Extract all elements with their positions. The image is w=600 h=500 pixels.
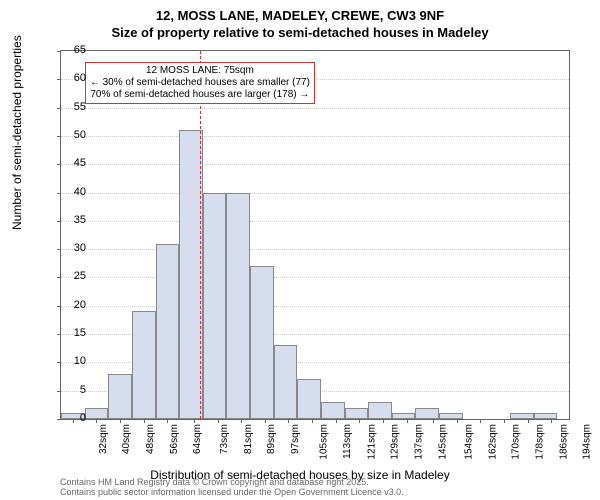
gridline (61, 136, 569, 138)
x-tick-label: 145sqm (437, 424, 448, 460)
y-tick-label: 10 (56, 355, 86, 367)
x-tick-label: 56sqm (169, 424, 180, 454)
x-tick-mark (265, 419, 266, 423)
x-tick-label: 81sqm (243, 424, 254, 454)
y-tick-label: 30 (56, 242, 86, 254)
histogram-bar (108, 374, 132, 419)
annotation-line3: 70% of semi-detached houses are larger (… (90, 89, 310, 101)
x-tick-label: 89sqm (266, 424, 277, 454)
gridline (61, 108, 569, 110)
histogram-bar (392, 413, 416, 419)
x-tick-label: 162sqm (487, 424, 498, 460)
x-tick-label: 40sqm (121, 424, 132, 454)
histogram-bar (132, 311, 156, 419)
annotation-line2: ← 30% of semi-detached houses are smalle… (90, 77, 310, 89)
y-tick-label: 60 (56, 72, 86, 84)
x-tick-label: 178sqm (535, 424, 546, 460)
y-axis-label: Number of semi-detached properties (10, 35, 24, 230)
x-tick-label: 170sqm (511, 424, 522, 460)
y-tick-label: 65 (56, 44, 86, 56)
gridline (61, 277, 569, 279)
y-tick-label: 20 (56, 299, 86, 311)
histogram-bar (321, 402, 345, 419)
histogram-bar (415, 408, 439, 419)
y-tick-label: 40 (56, 186, 86, 198)
x-tick-label: 194sqm (582, 424, 593, 460)
x-tick-mark (241, 419, 242, 423)
x-tick-mark (312, 419, 313, 423)
x-tick-label: 113sqm (342, 424, 353, 459)
histogram-bar (368, 402, 392, 419)
histogram-bar (250, 266, 274, 419)
x-tick-label: 121sqm (366, 424, 377, 460)
property-marker-line (200, 51, 202, 419)
y-tick-label: 0 (56, 412, 86, 424)
histogram-bar (534, 413, 558, 419)
x-tick-label: 105sqm (319, 424, 330, 460)
x-tick-mark (480, 419, 481, 423)
x-tick-mark (144, 419, 145, 423)
x-tick-mark (194, 419, 195, 423)
gridline (61, 164, 569, 166)
plot-area: 12 MOSS LANE: 75sqm← 30% of semi-detache… (60, 50, 570, 420)
x-tick-mark (167, 419, 168, 423)
y-tick-label: 50 (56, 129, 86, 141)
x-tick-label: 73sqm (219, 424, 230, 454)
x-tick-label: 137sqm (414, 424, 425, 460)
x-tick-mark (407, 419, 408, 423)
x-tick-mark (457, 419, 458, 423)
footer-line2: Contains public sector information licen… (60, 488, 404, 498)
histogram-bar (85, 408, 109, 419)
x-tick-label: 97sqm (290, 424, 301, 454)
histogram-bar (226, 193, 250, 419)
x-tick-mark (359, 419, 360, 423)
x-tick-label: 154sqm (464, 424, 475, 460)
histogram-bar (274, 345, 298, 419)
footer-attribution: Contains HM Land Registry data © Crown c… (60, 478, 404, 498)
histogram-bar (203, 193, 227, 419)
gridline (61, 249, 569, 251)
annotation-line1: 12 MOSS LANE: 75sqm (90, 65, 310, 77)
title-sub: Size of property relative to semi-detach… (0, 25, 600, 40)
chart-container: 12, MOSS LANE, MADELEY, CREWE, CW3 9NF S… (0, 0, 600, 500)
x-tick-mark (551, 419, 552, 423)
gridline (61, 221, 569, 223)
x-tick-label: 48sqm (145, 424, 156, 454)
y-tick-label: 15 (56, 327, 86, 339)
histogram-bar (156, 244, 180, 420)
x-tick-mark (433, 419, 434, 423)
histogram-bar (439, 413, 463, 419)
x-tick-label: 32sqm (98, 424, 109, 454)
gridline (61, 193, 569, 195)
x-tick-label: 64sqm (192, 424, 203, 454)
x-tick-label: 186sqm (558, 424, 569, 460)
annotation-box: 12 MOSS LANE: 75sqm← 30% of semi-detache… (85, 62, 315, 104)
y-tick-label: 25 (56, 270, 86, 282)
x-tick-label: 129sqm (390, 424, 401, 460)
x-tick-mark (120, 419, 121, 423)
y-tick-label: 55 (56, 101, 86, 113)
x-tick-mark (383, 419, 384, 423)
y-tick-label: 35 (56, 214, 86, 226)
x-tick-mark (288, 419, 289, 423)
y-tick-label: 45 (56, 157, 86, 169)
histogram-bar (297, 379, 321, 419)
gridline (61, 306, 569, 308)
histogram-bar (345, 408, 369, 419)
x-tick-mark (504, 419, 505, 423)
y-tick-label: 5 (56, 384, 86, 396)
title-main: 12, MOSS LANE, MADELEY, CREWE, CW3 9NF (0, 8, 600, 23)
histogram-bar (510, 413, 534, 419)
x-tick-mark (336, 419, 337, 423)
x-tick-mark (528, 419, 529, 423)
x-tick-mark (218, 419, 219, 423)
x-tick-mark (96, 419, 97, 423)
